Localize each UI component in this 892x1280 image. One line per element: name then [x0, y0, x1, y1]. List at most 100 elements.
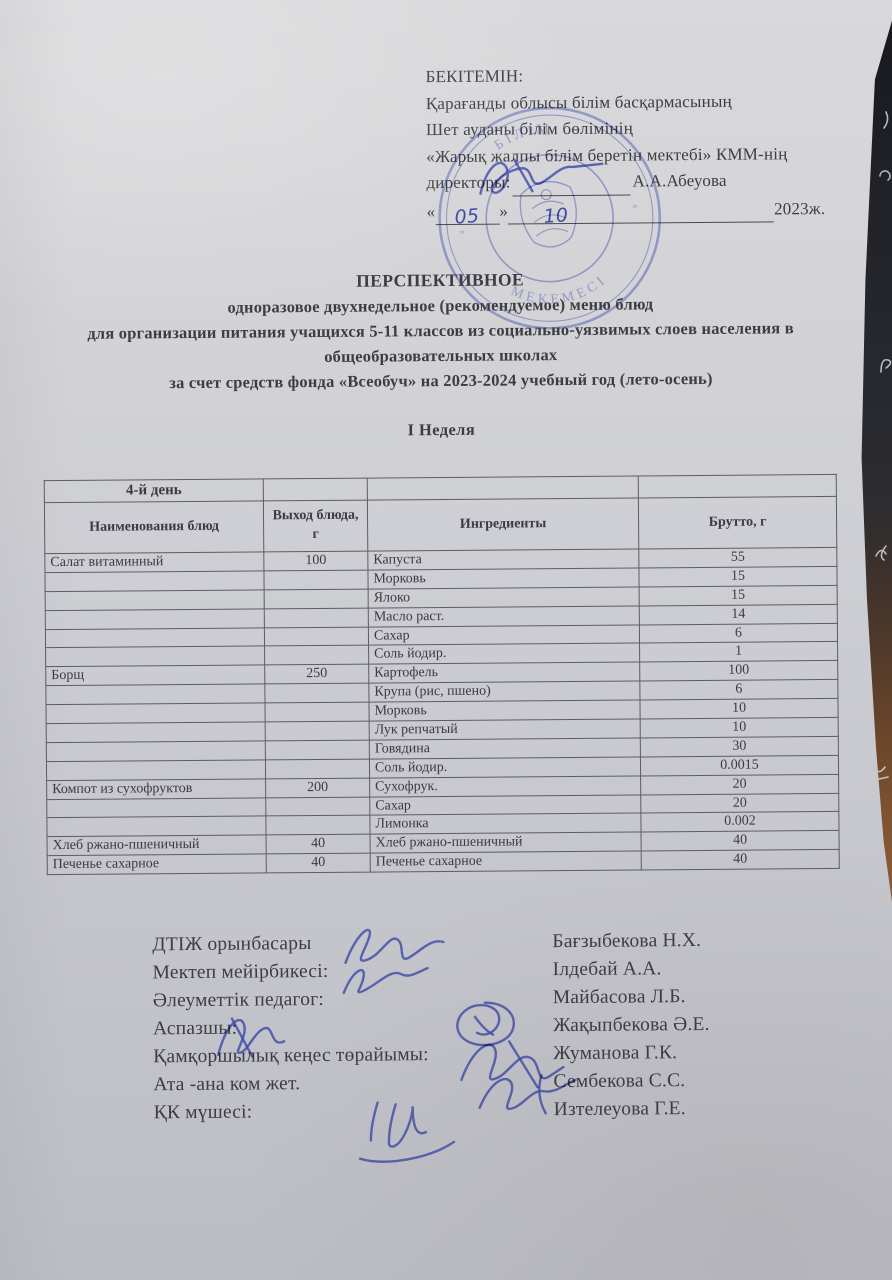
ingredient-cell: Хлеб ржано-пшеничный — [370, 832, 642, 854]
dish-cell: Компот из сухофруктов — [46, 778, 266, 800]
date-year: 2023ж. — [773, 198, 826, 218]
ingredient-cell: Масло раст. — [368, 605, 640, 627]
dish-cell — [46, 740, 266, 762]
gross-cell: 6 — [639, 622, 838, 644]
gross-cell: 14 — [639, 604, 838, 625]
dish-cell — [45, 703, 266, 724]
menu-table-body: Салат витаминный 100 Капуста 55 Морковь 15 Яло… — [44, 547, 840, 875]
ingredient-cell: Крупа (рис, пшено) — [368, 681, 640, 703]
yield-cell — [264, 588, 369, 609]
dish-cell — [46, 797, 266, 819]
column-header-gross: Брутто, г — [638, 496, 837, 549]
dish-cell — [46, 816, 267, 837]
dish-cell: Салат витаминный — [44, 551, 264, 573]
ingredient-cell: Капуста — [367, 548, 639, 571]
signature-ink — [342, 966, 429, 995]
yield-cell — [263, 570, 369, 590]
gross-cell: 15 — [639, 585, 838, 606]
column-header-yield: Выход блюда, г — [263, 500, 368, 552]
yield-cell — [265, 758, 370, 779]
column-header-dish: Наименования блюд — [44, 500, 264, 554]
dish-cell — [44, 570, 265, 592]
stamp-star-right: * — [632, 202, 643, 215]
dish-cell — [45, 684, 265, 705]
document-title: ПЕРСПЕКТИВНОЕ одноразовое двухнедельное … — [37, 265, 844, 396]
gross-cell: 0.0015 — [640, 755, 839, 776]
yield-cell — [264, 626, 369, 647]
gross-cell: 1 — [639, 641, 838, 663]
signature-ink — [456, 1001, 515, 1047]
signatory-name: Жақыпбекова Ә.Е. — [552, 1013, 710, 1037]
yield-cell: 40 — [266, 853, 371, 874]
gross-cell: 20 — [640, 774, 839, 795]
ingredient-cell: Лимонка — [369, 813, 642, 835]
signature-ink — [460, 1040, 565, 1089]
yield-cell — [265, 815, 371, 836]
dish-cell — [46, 759, 266, 781]
dish-cell — [46, 721, 266, 743]
ingredient-cell: Печенье сахарное — [370, 851, 642, 873]
dish-cell: Хлеб ржано-пшеничный — [47, 835, 267, 856]
yield-cell — [264, 607, 369, 628]
ingredient-cell: Говядина — [369, 737, 641, 759]
yield-cell — [265, 721, 370, 741]
ingredient-cell: Ялоко — [368, 586, 640, 608]
gross-cell: 30 — [640, 736, 839, 757]
gross-cell: 40 — [641, 830, 840, 852]
dish-cell — [45, 608, 265, 630]
week-heading: І Неделя — [407, 419, 476, 440]
signatory-name: Жуманова Г.К. — [553, 1042, 678, 1065]
signature-ink — [217, 1017, 286, 1058]
ingredient-cell: Сухофрук. — [369, 775, 641, 797]
signatory-name: Майбасова Л.Б. — [552, 986, 686, 1009]
gross-cell: 0.002 — [640, 811, 840, 833]
ingredient-cell: Сахар — [369, 794, 641, 816]
director-signature-ink — [479, 158, 604, 195]
column-header-ingredients: Ингредиенты — [367, 497, 639, 552]
dish-cell — [45, 646, 265, 667]
yield-cell — [264, 683, 369, 704]
day-header-empty — [638, 474, 837, 498]
title-line-5: за счет средств фонда «Всеобуч» на 2023-… — [169, 368, 713, 393]
ingredient-cell: Соль йодир. — [369, 756, 641, 778]
signature-ink — [478, 1074, 577, 1115]
gross-cell: 15 — [638, 566, 838, 587]
ingredient-cell: Картофель — [368, 662, 640, 684]
gross-cell: 10 — [639, 698, 839, 719]
ingredient-cell: Сахар — [368, 624, 640, 646]
day-header: 4-й день — [44, 478, 264, 503]
column-header-row: Наименования блюд Выход блюда, г Ингреди… — [44, 496, 837, 554]
yield-cell: 100 — [263, 551, 368, 571]
yield-cell — [265, 796, 370, 817]
gross-cell: 40 — [641, 849, 840, 871]
dish-cell: Печенье сахарное — [47, 854, 267, 875]
yield-cell — [265, 740, 370, 760]
yield-cell: 250 — [264, 664, 369, 685]
signatory-name: Бағзыбекова Н.Х. — [552, 930, 702, 953]
dish-cell: Борщ — [45, 665, 265, 686]
gross-cell: 10 — [640, 717, 839, 738]
gross-cell: 20 — [640, 792, 839, 814]
dish-cell — [45, 627, 265, 649]
gross-cell: 55 — [638, 547, 837, 568]
signatory-name: Ілдебай А.А. — [552, 958, 662, 981]
gross-cell: 100 — [639, 660, 838, 682]
menu-table: 4-й день Наименования блюд Выход блюда, … — [44, 474, 840, 875]
ingredient-cell: Морковь — [368, 700, 641, 722]
official-stamp: БІЛІМ МЕКЕМЕСІ * * — [438, 106, 662, 330]
signature-ink — [358, 1101, 456, 1163]
yield-cell: 200 — [265, 777, 370, 798]
yield-cell: 40 — [266, 834, 371, 855]
ingredient-cell: Лук репчатый — [369, 718, 641, 741]
dish-cell — [45, 589, 265, 611]
yield-cell — [264, 645, 369, 666]
day-header-empty — [263, 478, 368, 501]
gross-cell: 6 — [639, 679, 838, 701]
yield-cell — [264, 702, 370, 722]
ingredient-cell: Морковь — [367, 567, 640, 589]
ingredient-cell: Соль йодир. — [368, 643, 640, 665]
signature-ink — [344, 928, 445, 964]
day-header-empty — [367, 475, 639, 501]
